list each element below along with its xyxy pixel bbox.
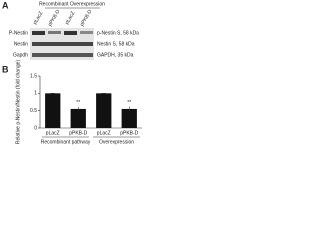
bar xyxy=(96,93,112,128)
bar xyxy=(70,108,86,128)
lane-label: pLacZ xyxy=(64,11,76,26)
bar xyxy=(45,93,61,128)
row-label: Nestin S, 58 kDa xyxy=(97,41,135,47)
band xyxy=(32,31,45,35)
significance: ** xyxy=(76,100,80,106)
lane-label: pPKB-D xyxy=(47,9,61,28)
blot-header: Recombinant Overexpression xyxy=(39,1,105,7)
y-tick-label: 0.5 xyxy=(30,108,37,114)
row-label: P-Nestin xyxy=(9,30,28,36)
group-label: Overexpression xyxy=(99,139,134,145)
row-label: GAPDH, 35 kDa xyxy=(97,52,134,58)
x-tick-label: pLacZ xyxy=(46,130,60,136)
lane-label: pPKB-D xyxy=(79,9,93,28)
band xyxy=(64,31,77,35)
row-label: Gapdh xyxy=(13,52,28,58)
figure: A Recombinant Overexpression pLacZ pPKB-D… xyxy=(2,0,142,145)
panel-label: A xyxy=(2,0,9,10)
band xyxy=(32,53,93,57)
x-tick-label: pPKB-D xyxy=(120,130,138,136)
blot xyxy=(30,28,94,60)
y-axis-label: Relative p-Nestin/Nestin (fold change) xyxy=(15,60,21,145)
band xyxy=(32,42,93,46)
y-tick-label: 1.5 xyxy=(30,73,37,79)
x-tick-label: pPKB-D xyxy=(69,130,87,136)
panel-label: B xyxy=(2,64,9,74)
row-label: p-Nestin S, 58 kDa xyxy=(97,30,139,36)
y-tick-label: 0 xyxy=(34,125,37,131)
y-tick-label: 1 xyxy=(34,91,37,97)
group-label: Recombinant pathway xyxy=(41,139,91,145)
bar xyxy=(121,108,137,128)
band xyxy=(80,31,93,34)
row-label: Nestin xyxy=(14,41,28,47)
lane-label: pLacZ xyxy=(32,11,44,26)
band xyxy=(48,31,61,34)
significance: ** xyxy=(127,100,131,106)
x-tick-label: pLacZ xyxy=(97,130,111,136)
